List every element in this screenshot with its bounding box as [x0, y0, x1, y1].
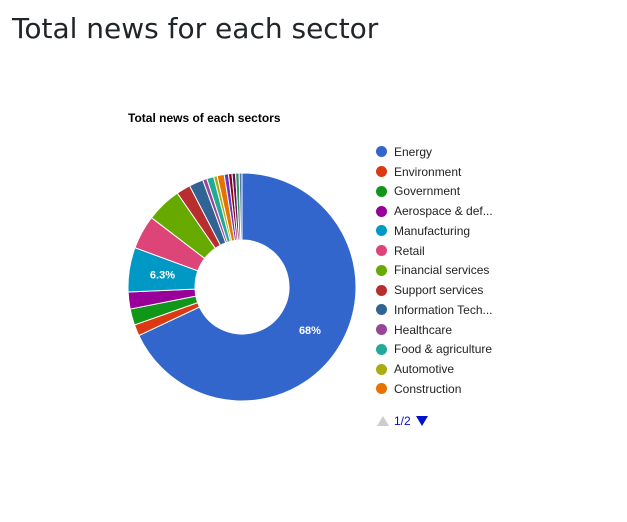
legend-item[interactable]: Support services [376, 280, 493, 300]
legend-label: Retail [394, 243, 425, 258]
legend-swatch [376, 185, 387, 197]
legend-item[interactable]: Manufacturing [376, 221, 493, 241]
legend-item[interactable]: Environment [376, 162, 493, 182]
legend-item[interactable]: Construction [376, 379, 493, 399]
pie-slice-energy[interactable] [138, 172, 357, 402]
legend-swatch [376, 146, 387, 158]
legend-swatch [376, 245, 387, 257]
legend-item[interactable]: Aerospace & def... [376, 201, 493, 221]
legend-swatch [376, 264, 387, 276]
legend-swatch [376, 383, 387, 395]
legend-swatch [376, 324, 387, 336]
legend-item[interactable]: Information Tech... [376, 300, 493, 320]
legend-item[interactable]: Healthcare [376, 320, 493, 340]
legend-swatch [376, 363, 387, 375]
legend-item[interactable]: Retail [376, 241, 493, 261]
legend-swatch [376, 166, 387, 178]
legend-swatch [376, 343, 387, 355]
legend-item[interactable]: Food & agriculture [376, 340, 493, 360]
legend-swatch [376, 225, 387, 237]
legend-item[interactable]: Energy [376, 142, 493, 162]
chart-title: Total news of each sectors [128, 111, 281, 125]
legend-swatch [376, 304, 387, 316]
slice-label: 68% [299, 325, 321, 337]
legend-next-icon[interactable] [415, 415, 429, 427]
pie-slice-other[interactable] [238, 172, 243, 241]
legend-label: Information Tech... [394, 302, 493, 317]
legend-swatch [376, 205, 387, 217]
legend-label: Environment [394, 164, 462, 179]
slice-label: 6.3% [150, 270, 175, 282]
legend-label: Food & agriculture [394, 342, 493, 357]
legend-label: Financial services [394, 263, 490, 278]
legend-prev-icon[interactable] [376, 415, 390, 427]
legend-label: Government [394, 184, 461, 199]
legend-label: Support services [394, 283, 484, 298]
chart-legend: Energy Environment Government Aerospace & d… [376, 142, 493, 399]
legend-label: Construction [394, 381, 462, 396]
legend-swatch [376, 284, 387, 296]
page-title: Total news for each sector [12, 12, 379, 45]
legend-page-indicator: 1/2 [394, 414, 411, 428]
legend-pager: 1/2 [376, 414, 429, 428]
legend-label: Automotive [394, 362, 455, 377]
legend-label: Healthcare [394, 322, 453, 337]
legend-label: Aerospace & def... [394, 204, 493, 219]
legend-item[interactable]: Financial services [376, 261, 493, 281]
legend-label: Manufacturing [394, 223, 471, 238]
legend-item[interactable]: Government [376, 182, 493, 202]
legend-item[interactable]: Automotive [376, 359, 493, 379]
legend-label: Energy [394, 144, 433, 159]
